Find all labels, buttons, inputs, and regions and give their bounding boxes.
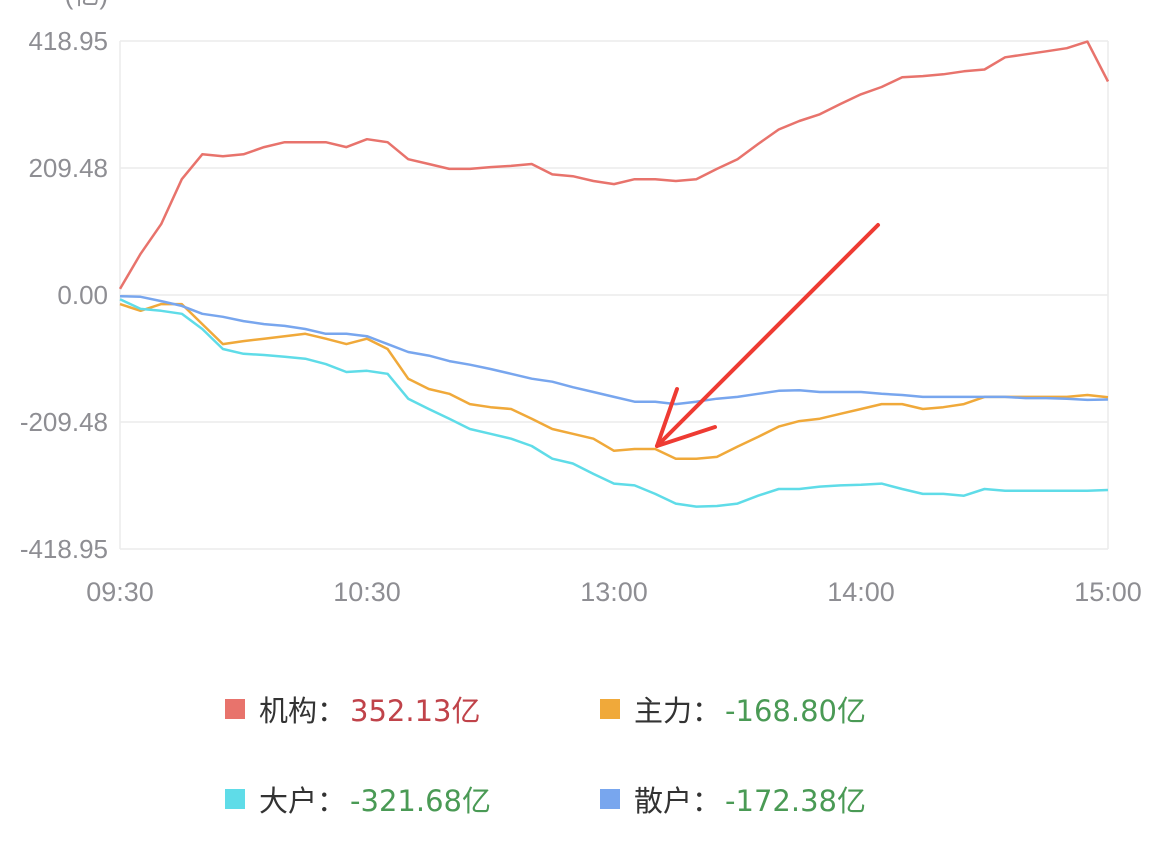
x-tick-label: 13:00 <box>580 577 648 607</box>
y-tick-label: -209.48 <box>20 407 108 437</box>
legend-separator: ： <box>692 784 722 818</box>
legend-value: -168.80亿 <box>725 694 866 728</box>
y-tick-label: 418.95 <box>28 26 108 56</box>
legend-label: 主力 <box>634 694 693 728</box>
x-tick-label: 15:00 <box>1074 577 1142 607</box>
legend-item-zhuli: 主力： -168.80亿 <box>600 688 866 730</box>
y-tick-label: 0.00 <box>57 280 108 310</box>
x-axis-labels: 09:30 10:30 13:00 14:00 15:00 <box>86 577 1142 607</box>
y-tick-label: 209.48 <box>28 153 108 183</box>
series-line-主力 <box>119 302 1109 460</box>
y-tick-label: -418.95 <box>20 534 108 564</box>
legend-label: 机构 <box>259 694 318 728</box>
legend-item-jigou: 机构： 352.13亿 <box>225 688 481 730</box>
legend-label: 散户 <box>634 784 693 818</box>
legend-value: -321.68亿 <box>350 784 491 818</box>
legend-swatch <box>600 789 620 809</box>
legend-swatch <box>600 699 620 719</box>
legend-value: -172.38亿 <box>725 784 866 818</box>
x-tick-label: 14:00 <box>827 577 895 607</box>
legend-item-dahu: 大户： -321.68亿 <box>225 778 491 820</box>
legend-separator: ： <box>317 784 347 818</box>
y-unit-label: (亿) <box>65 0 108 10</box>
annotation-arrow <box>655 223 880 448</box>
series-lines <box>118 40 1110 508</box>
legend-separator: ： <box>692 694 722 728</box>
x-tick-label: 09:30 <box>86 577 154 607</box>
series-line-机构 <box>118 40 1110 290</box>
chart: (亿) 418.95 209.48 0.00 -209.48 -418.95 09:30… <box>20 0 1142 607</box>
x-tick-label: 10:30 <box>333 577 401 607</box>
legend-swatch <box>225 789 245 809</box>
legend-label: 大户 <box>259 784 318 818</box>
legend-value: 352.13亿 <box>350 694 481 728</box>
legend-swatch <box>225 699 245 719</box>
legend-item-sanhu: 散户： -172.38亿 <box>600 778 866 820</box>
series-line-散户 <box>119 294 1109 406</box>
grid <box>119 40 1109 550</box>
y-axis-labels: 418.95 209.48 0.00 -209.48 -418.95 <box>20 26 108 564</box>
series-line-大户 <box>119 298 1109 508</box>
legend-separator: ： <box>317 694 347 728</box>
